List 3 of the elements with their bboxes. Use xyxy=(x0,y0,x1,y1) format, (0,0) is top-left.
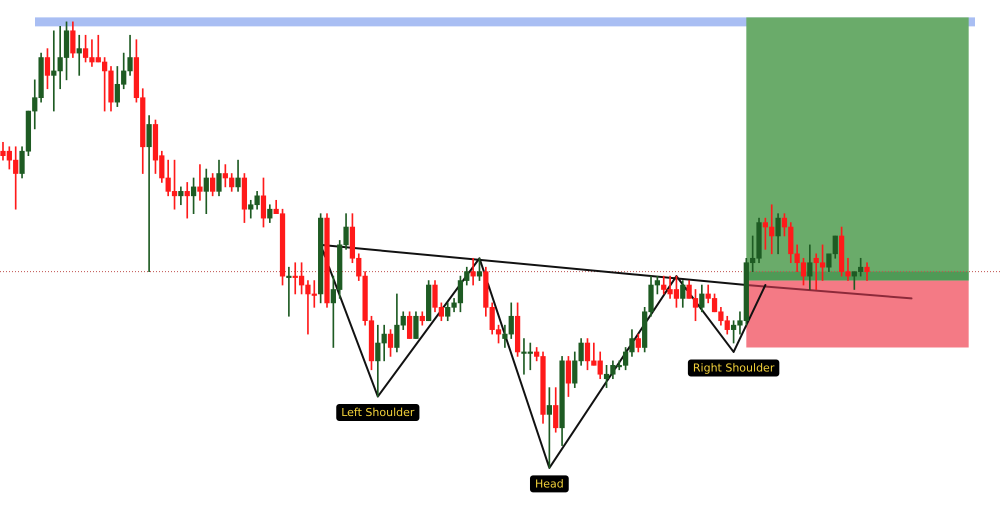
annotation: Right Shoulder xyxy=(692,361,775,374)
text: Head xyxy=(534,477,564,490)
annotation: Left Shoulder xyxy=(341,406,415,419)
